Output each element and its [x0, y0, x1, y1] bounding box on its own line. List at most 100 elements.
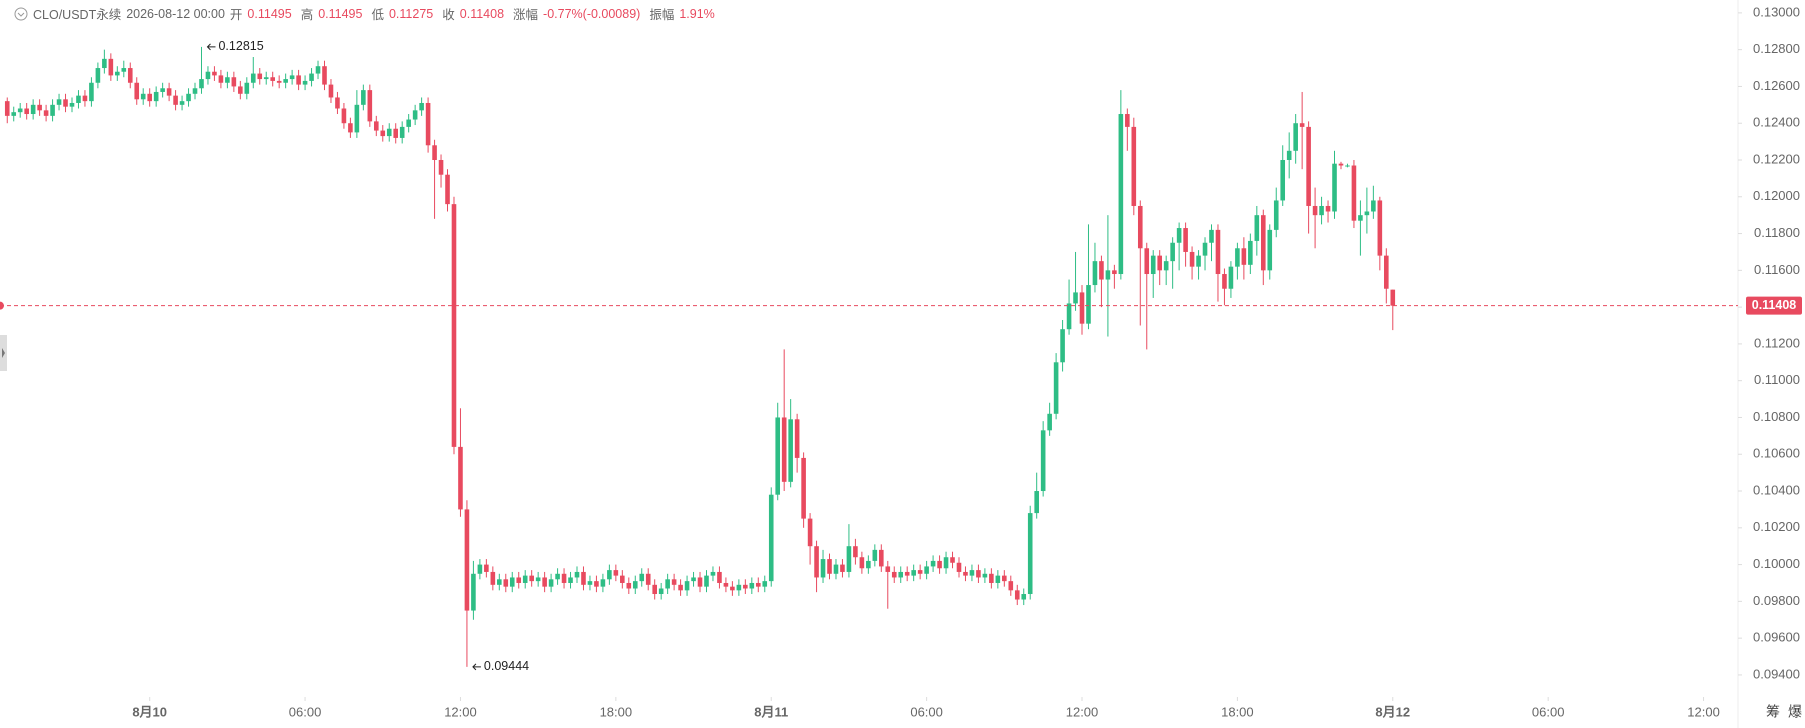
y-tick-label: 0.11200	[1754, 335, 1800, 350]
candle-body	[1014, 590, 1020, 600]
candle-body	[432, 145, 437, 160]
candle-body	[1325, 205, 1331, 212]
candle-body	[218, 75, 224, 83]
candle-body	[1222, 274, 1227, 289]
candle-body	[1235, 248, 1240, 267]
candle-body	[542, 577, 547, 587]
candle-body	[1189, 251, 1195, 267]
candle-body	[1286, 150, 1292, 160]
candle-body	[665, 579, 670, 589]
candle-body	[581, 571, 586, 585]
candle-body	[937, 560, 942, 569]
candle-body	[924, 566, 929, 574]
last-price-edge	[0, 301, 4, 310]
candle-body	[833, 564, 839, 574]
candle-body	[1332, 163, 1337, 212]
y-tick-label: 0.12600	[1753, 78, 1800, 93]
candle-body	[950, 557, 955, 563]
candle-body	[658, 588, 664, 595]
x-tick-label: 8月11	[754, 704, 788, 719]
candle-body	[1125, 114, 1130, 127]
x-tick-label: 12:00	[1066, 704, 1099, 719]
candle-body	[1293, 123, 1298, 151]
candle-body	[367, 90, 373, 122]
candle-body	[574, 571, 580, 578]
candle-body	[1099, 261, 1104, 280]
candle-body	[820, 559, 826, 578]
candle-body	[529, 575, 534, 582]
candle-body	[309, 73, 314, 81]
field-label: 低	[371, 8, 384, 22]
candle-body	[762, 581, 768, 587]
candle-body	[840, 564, 845, 572]
field-value: 1.91%	[679, 6, 715, 21]
candle-body	[1060, 329, 1065, 363]
candle-body	[406, 119, 411, 127]
candle-body	[179, 101, 185, 105]
collapse-icon[interactable]	[14, 7, 28, 21]
candle-body	[1209, 229, 1214, 243]
y-tick-label: 0.12400	[1753, 115, 1800, 130]
marker-arrow	[472, 663, 481, 671]
candle-body	[600, 579, 606, 587]
candle-body	[522, 575, 528, 583]
candle-body	[1196, 255, 1201, 267]
candle-body	[652, 584, 657, 595]
candle-body	[341, 108, 347, 124]
candle-body	[781, 417, 787, 482]
candle-body	[1073, 292, 1078, 304]
candle-body	[587, 581, 593, 585]
toolbar-button[interactable]: 爆	[1788, 704, 1802, 720]
candle-body	[704, 575, 709, 587]
candle-body	[1371, 200, 1376, 212]
candle-body	[490, 571, 496, 585]
candle-body	[1202, 242, 1208, 256]
candle-body	[956, 562, 962, 572]
last-price-label: 0.11408	[1752, 298, 1797, 312]
candle-body	[225, 77, 230, 83]
candle-body	[794, 419, 800, 458]
candle-body	[671, 579, 677, 585]
candle-body	[328, 84, 334, 98]
candle-body	[568, 577, 573, 583]
candle-body	[43, 110, 49, 116]
candle-body	[710, 571, 716, 576]
candle-body	[717, 571, 722, 583]
candle-body	[911, 570, 916, 576]
candle-body	[289, 75, 295, 80]
candle-body	[1118, 114, 1124, 275]
y-tick-label: 0.11600	[1754, 262, 1800, 277]
candle-body	[814, 546, 819, 578]
candle-body	[464, 509, 470, 611]
candle-body	[134, 82, 140, 100]
candle-body	[509, 577, 515, 587]
candle-body	[212, 71, 217, 76]
toolbar-button[interactable]: 筹	[1766, 704, 1780, 720]
candle-body	[335, 97, 340, 109]
candle-body	[1008, 581, 1014, 591]
candle-body	[1306, 126, 1311, 206]
candle-body	[1157, 255, 1163, 271]
marker-label: 0.09444	[484, 659, 529, 673]
candle-body	[807, 518, 813, 547]
header: CLO/USDT永续 2026-08-12 00:00 开 0.11495 高 0.1…	[14, 4, 719, 23]
candle-body	[115, 71, 120, 76]
candle-body	[173, 95, 178, 105]
candle-body	[399, 126, 405, 138]
candle-body	[904, 571, 910, 576]
y-tick-label: 0.12000	[1753, 188, 1800, 203]
candle-body	[1319, 205, 1324, 216]
y-tick-label: 0.10000	[1753, 556, 1800, 571]
candle-body	[995, 575, 1001, 583]
candle-body	[166, 88, 172, 96]
candle-body	[205, 71, 211, 80]
candle-body	[348, 123, 353, 133]
candle-body	[1086, 285, 1091, 324]
candle-body	[853, 546, 858, 558]
candle-body	[879, 549, 884, 567]
candle-body	[768, 494, 774, 582]
candle-body	[153, 91, 159, 102]
candle-body	[30, 104, 36, 115]
candle-body	[477, 564, 483, 574]
candle-body	[361, 90, 366, 105]
